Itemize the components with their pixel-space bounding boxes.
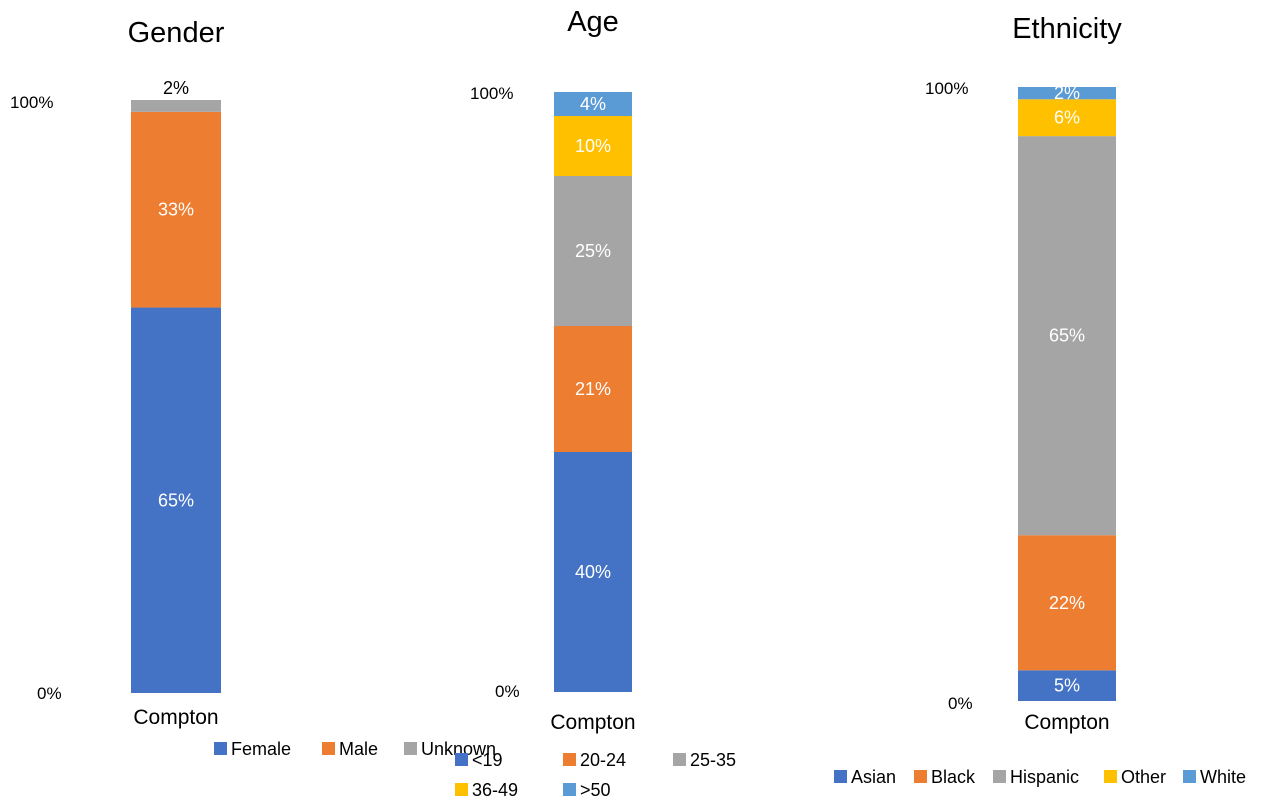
- bar-segment-2024: [554, 326, 632, 452]
- y-tick-label-0: 0%: [37, 684, 62, 703]
- legend-item-label: 20-24: [580, 750, 626, 770]
- y-tick-label-100: 100%: [925, 79, 968, 98]
- bar-segment-asian: [1018, 670, 1116, 701]
- bar-segment-2535: [554, 176, 632, 326]
- data-label: 4%: [580, 94, 606, 114]
- legend-swatch: [1183, 770, 1196, 783]
- legend-item-label: White: [1200, 767, 1246, 787]
- category-label: Compton: [133, 706, 218, 729]
- data-label: 65%: [1049, 326, 1085, 346]
- legend-item-label: Other: [1121, 767, 1166, 787]
- legend-swatch: [993, 770, 1006, 783]
- legend-swatch: [1104, 770, 1117, 783]
- y-tick-label-100: 100%: [10, 93, 53, 112]
- data-label: 6%: [1054, 108, 1080, 128]
- legend-swatch: [563, 753, 576, 766]
- y-tick-label-0: 0%: [495, 682, 520, 701]
- chart-title: Gender: [128, 17, 225, 49]
- data-label: 2%: [163, 78, 189, 98]
- legend-swatch: [563, 783, 576, 796]
- legend-swatch: [322, 742, 335, 755]
- bar-segment-black: [1018, 535, 1116, 671]
- data-label: 65%: [158, 490, 194, 510]
- legend-swatch: [455, 783, 468, 796]
- legend-item-label: Asian: [851, 767, 896, 787]
- legend-item-label: <19: [472, 750, 503, 770]
- legend-item-label: Unknown: [421, 739, 496, 759]
- bar-segment-other: [1018, 99, 1116, 137]
- bar-segment-unknown: [131, 100, 221, 112]
- legend-swatch: [404, 742, 417, 755]
- bar-segment-white: [1018, 87, 1116, 100]
- legend-item-label: Female: [231, 739, 291, 759]
- legend-swatch: [914, 770, 927, 783]
- bar-segment-female: [131, 307, 221, 693]
- chart-title: Age: [567, 6, 619, 38]
- bar-segment-hispanic: [1018, 136, 1116, 536]
- legend-item-label: >50: [580, 780, 611, 799]
- legend-item-label: Hispanic: [1010, 767, 1079, 787]
- y-tick-label-100: 100%: [470, 84, 513, 103]
- legend-swatch: [673, 753, 686, 766]
- bar-segment-19: [554, 452, 632, 692]
- legend-item-label: 36-49: [472, 780, 518, 799]
- data-label: 40%: [575, 562, 611, 582]
- legend-item-label: Black: [931, 767, 976, 787]
- data-label: 5%: [1054, 676, 1080, 696]
- data-label: 21%: [575, 379, 611, 399]
- data-label: 10%: [575, 136, 611, 156]
- bar-segment-3649: [554, 116, 632, 176]
- data-label: 33%: [158, 200, 194, 220]
- chart-title: Ethnicity: [1012, 13, 1122, 45]
- legend-swatch: [455, 753, 468, 766]
- legend-item-label: Male: [339, 739, 378, 759]
- category-label: Compton: [550, 711, 635, 734]
- legend-item-label: 25-35: [690, 750, 736, 770]
- data-label: 22%: [1049, 593, 1085, 613]
- category-label: Compton: [1024, 711, 1109, 734]
- legend-swatch: [214, 742, 227, 755]
- data-label: 25%: [575, 241, 611, 261]
- y-tick-label-0: 0%: [948, 694, 973, 713]
- data-label: 2%: [1054, 83, 1080, 103]
- bar-segment-50: [554, 92, 632, 116]
- legend-swatch: [834, 770, 847, 783]
- bar-segment-male: [131, 111, 221, 308]
